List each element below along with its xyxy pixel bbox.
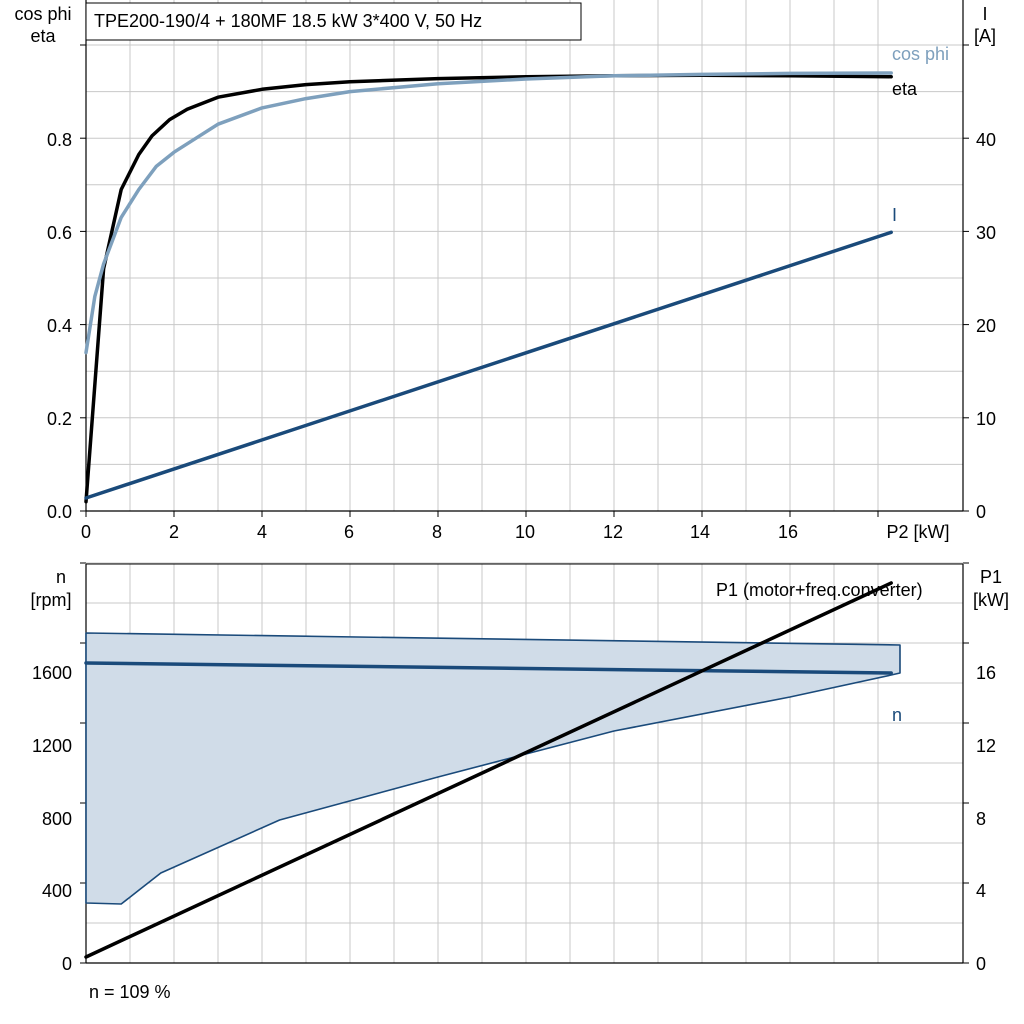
y-right-tick: 8 — [976, 809, 986, 829]
y-left-tick: 0.2 — [47, 409, 72, 429]
x-tick: 4 — [257, 522, 267, 542]
x-axis-label: P2 [kW] — [886, 522, 949, 542]
y-right-tick: 4 — [976, 881, 986, 901]
y-left-label-line2-bottom: [rpm] — [30, 590, 71, 610]
y-right-tick: 10 — [976, 409, 996, 429]
y-right-label-line1: I — [982, 4, 987, 24]
x-tick: 2 — [169, 522, 179, 542]
y-right-tick: 40 — [976, 130, 996, 150]
top-grid — [80, 0, 969, 517]
y-left-tick: 0 — [62, 954, 72, 974]
x-tick: 8 — [432, 522, 442, 542]
y-right-tick: 12 — [976, 736, 996, 756]
series-label-current: I — [892, 205, 897, 225]
y-right-tick: 20 — [976, 316, 996, 336]
y-right-label-line1-bottom: P1 — [980, 567, 1002, 587]
series-label-p1: P1 (motor+freq.converter) — [716, 580, 923, 600]
series-line-I — [84, 230, 893, 500]
y-left-tick: 0.8 — [47, 130, 72, 150]
y-left-tick: 1200 — [32, 736, 72, 756]
series-line-n — [84, 661, 893, 675]
x-tick: 16 — [778, 522, 798, 542]
y-left-tick: 0.0 — [47, 502, 72, 522]
bottom-series — [84, 581, 893, 959]
x-tick: 14 — [690, 522, 710, 542]
y-left-tick: 800 — [42, 809, 72, 829]
y-right-ticks-bottom: 0 4 8 12 16 — [976, 663, 996, 974]
series-label-eta: eta — [892, 79, 918, 99]
y-right-label-line2: [A] — [974, 26, 996, 46]
x-tick: 12 — [603, 522, 623, 542]
y-left-ticks-top: 0.0 0.2 0.4 0.6 0.8 — [47, 130, 72, 522]
y-right-tick: 16 — [976, 663, 996, 683]
series-line-P1 — [84, 581, 893, 959]
y-right-ticks-top: 0 10 20 30 40 — [976, 130, 996, 522]
series-line-cos-phi — [84, 71, 893, 355]
series-label-speed: n — [892, 705, 902, 725]
y-left-label-line1-bottom: n — [56, 567, 66, 587]
x-tick: 0 — [81, 522, 91, 542]
y-left-label-line2: eta — [30, 26, 56, 46]
y-right-tick: 0 — [976, 954, 986, 974]
y-right-tick: 30 — [976, 223, 996, 243]
y-left-tick: 0.4 — [47, 316, 72, 336]
y-right-label-line2-bottom: [kW] — [973, 590, 1009, 610]
x-tick: 10 — [515, 522, 535, 542]
series-label-cosphi: cos phi — [892, 44, 949, 64]
y-left-tick: 400 — [42, 881, 72, 901]
footer-note: n = 109 % — [89, 982, 171, 1002]
chart-title: TPE200-190/4 + 180MF 18.5 kW 3*400 V, 50… — [94, 11, 482, 31]
y-right-tick: 0 — [976, 502, 986, 522]
top-series — [84, 71, 893, 504]
y-left-tick: 1600 — [32, 663, 72, 683]
y-left-tick: 0.6 — [47, 223, 72, 243]
x-ticks: 0 2 4 6 8 10 12 14 16 — [81, 522, 798, 542]
y-left-label-line1: cos phi — [14, 4, 71, 24]
x-tick: 6 — [344, 522, 354, 542]
y-left-ticks-bottom: 0 400 800 1200 1600 — [32, 663, 72, 974]
title-box — [85, 2, 582, 41]
